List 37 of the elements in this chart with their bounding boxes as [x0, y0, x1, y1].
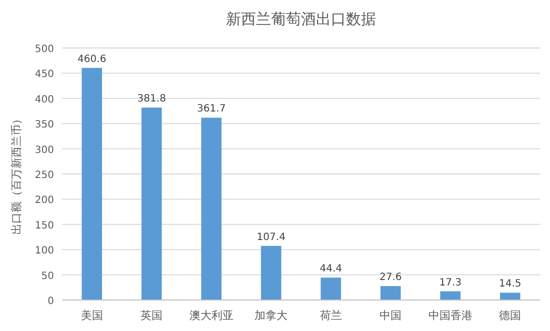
bar	[440, 291, 461, 300]
data-label: 107.4	[256, 232, 286, 243]
y-tick-label: 200	[34, 195, 54, 206]
x-tick-label: 德国	[499, 309, 522, 322]
y-axis-title: 出口额（百万新西兰币）	[10, 114, 23, 234]
y-tick-label: 50	[41, 270, 54, 282]
x-tick-label: 澳大利亚	[189, 309, 234, 322]
x-tick-label: 英国	[140, 309, 163, 322]
data-label: 14.5	[498, 278, 522, 290]
chart-title: 新西兰葡萄酒出口数据	[226, 10, 376, 28]
y-tick-label: 250	[34, 170, 54, 181]
data-label: 27.6	[379, 272, 402, 284]
data-label: 460.6	[78, 54, 106, 65]
y-tick-label: 100	[34, 246, 54, 257]
x-tick-label: 荷兰	[320, 309, 342, 322]
x-tick-label: 中国香港	[428, 309, 472, 322]
y-tick-label: 0	[48, 296, 54, 307]
data-label: 17.3	[439, 277, 462, 288]
bar	[82, 68, 102, 300]
y-tick-label: 450	[34, 69, 54, 80]
y-tick-label: 500	[34, 44, 54, 55]
bar	[201, 118, 222, 300]
bar	[380, 286, 401, 300]
x-tick-label: 美国	[80, 309, 103, 322]
data-label: 44.4	[320, 264, 342, 275]
bar	[141, 108, 162, 300]
data-label: 381.8	[137, 94, 166, 105]
data-label: 361.7	[197, 104, 226, 115]
y-tick-label: 400	[34, 94, 54, 106]
y-tick-label: 300	[34, 144, 54, 156]
y-tick-label: 350	[34, 120, 54, 131]
x-tick-label: 中国	[380, 309, 402, 322]
bar	[500, 292, 520, 300]
bar	[320, 278, 342, 300]
y-tick-label: 150	[34, 220, 54, 232]
x-tick-label: 加拿大	[254, 309, 288, 322]
bar	[260, 246, 282, 300]
